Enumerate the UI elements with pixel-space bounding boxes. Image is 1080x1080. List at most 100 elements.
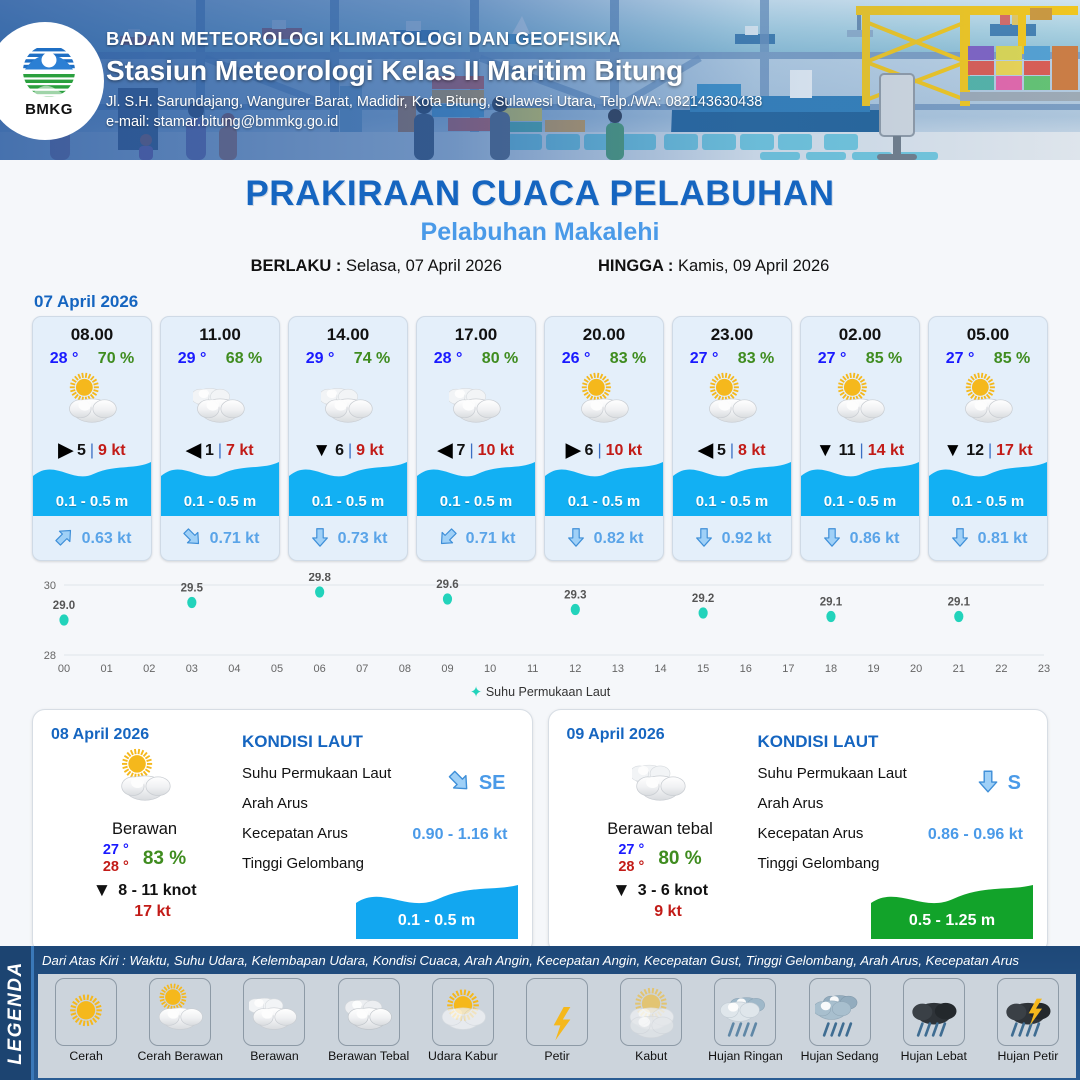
daily-temp-range: 27 ° 28 ° [103,842,129,875]
svg-text:29.0: 29.0 [53,600,75,612]
wind-direction-icon: ◀ [437,440,453,461]
legend-item: Berawan [228,978,320,1078]
current-direction-icon [446,768,472,798]
validity-row: BERLAKU : Selasa, 07 April 2026 HINGGA :… [0,257,1080,276]
legend-item-label: Hujan Lebat [900,1049,967,1063]
weather-berawan-icon [289,371,407,435]
legend-item: Udara Kabur [417,978,509,1078]
forecast-card: 20.00 26 ° 83 % ▶ 6 | 10 kt 0.1 - 0.5 m [544,316,664,561]
legend-item-label: Berawan [250,1049,299,1063]
wave-graphic [289,454,407,516]
forecast-temp-humidity-row: 29 ° 68 % [161,350,279,368]
label-wave-height: Tinggi Gelombang [757,855,880,872]
forecast-temp-humidity-row: 27 ° 85 % [801,350,919,368]
wind-direction-icon: ▼ [92,880,112,902]
wave-graphic [161,454,279,516]
current-speed: 0.63 kt [81,530,132,547]
weather-cerah-berawan-icon [801,371,919,435]
sst-chart-svg: 28 30 00 01 02 03 04 05 06 07 08 09 10 11 12 13 14 15 16 17… [44,573,1050,675]
svg-text:00: 00 [58,663,70,675]
wind-direction-icon: ▼ [815,440,835,461]
svg-text:10: 10 [484,663,496,675]
wind-direction-icon: ◀ [186,440,201,461]
svg-text:21: 21 [953,663,965,675]
svg-text:16: 16 [740,663,752,675]
forecast-card: 11.00 29 ° 68 % ◀ 1 | 7 kt 0.1 - 0.5 m [160,316,280,561]
svg-text:29.3: 29.3 [564,590,586,602]
legend-item: Cerah [40,978,132,1078]
svg-text:29.8: 29.8 [308,573,331,584]
daily-condition: Berawan [111,820,178,838]
bmkg-logo: BMKG [0,22,104,140]
forecast-wind-row: ▶ 5 | 9 kt [33,441,151,460]
daily-summary-panel: 08 April 2026 Berawan 27 ° 28 ° 83 % ▼ 8… [32,709,533,954]
daily-wind-gust: 17 kt [134,903,171,921]
forecast-date-label: 07 April 2026 [34,292,139,311]
forecast-card: 23.00 27 ° 83 % ◀ 5 | 8 kt 0.1 - 0.5 m [672,316,792,561]
legend-side-tab: LEGENDA [0,946,34,1080]
weather-berawan-icon [567,750,754,812]
daily-current-direction: S [975,768,1021,798]
legend-item-label: Udara Kabur [427,1049,498,1063]
current-speed: 0.73 kt [337,530,388,547]
legend-item: Berawan Tebal [323,978,415,1078]
svg-text:18: 18 [825,663,837,675]
current-direction-icon [975,768,1001,798]
label-wave-height: Tinggi Gelombang [242,855,365,872]
wind-speed: 7 [456,441,466,459]
wind-direction-icon: ▼ [312,440,332,461]
daily-wind-row: ▼ 3 - 6 knot [567,881,754,900]
daily-humidity: 83 % [142,847,187,869]
weather-udara-kabur-icon [431,978,494,1046]
daily-wave-graphic: 0.1 - 0.5 m [355,883,518,939]
wind-separator: | [987,441,993,459]
daily-wind-range: 8 - 11 knot [118,881,197,899]
weather-hujan-sedang-icon [808,978,871,1046]
weather-hujan-lebat-icon [902,978,965,1046]
svg-text:11: 11 [527,663,538,675]
weather-cerah-berawan-icon [33,371,151,435]
wind-gust: 14 kt [867,441,905,459]
current-row: 0.92 kt [673,518,791,560]
forecast-time: 08.00 [70,325,114,344]
current-row: 0.71 kt [417,518,535,560]
daily-wind-gust: 9 kt [654,903,682,921]
label-sst: Suhu Permukaan Laut [242,765,392,782]
valid-from-value: Selasa, 07 April 2026 [345,257,502,275]
forecast-time: 11.00 [199,325,241,344]
forecast-card-row: 08.00 28 ° 70 % ▶ 5 | 9 kt 0.1 - 0.5 m [0,316,1080,561]
daily-wave-height: 0.1 - 0.5 m [397,912,476,929]
daily-wave-graphic: 0.5 - 1.25 m [871,883,1033,939]
chart-legend-label: Suhu Permukaan Laut [485,685,611,699]
wave-height: 0.1 - 0.5 m [55,493,129,510]
forecast-temperature: 28 ° [433,350,463,367]
svg-text:02: 02 [143,663,155,675]
svg-text:29.1: 29.1 [820,597,843,609]
svg-text:30: 30 [44,580,56,592]
current-direction-icon [821,526,843,552]
wind-gust: 8 kt [738,441,766,459]
agency-name: BADAN METEOROLOGI KLIMATOLOGI DAN GEOFIS… [106,28,622,49]
svg-text:09: 09 [441,663,453,675]
sea-conditions-heading: KONDISI LAUT [757,732,879,751]
current-row: 0.73 kt [289,518,407,560]
wave-graphic [545,454,663,516]
weather-petir-icon [526,978,589,1046]
forecast-humidity: 83 % [609,350,647,367]
wind-gust: 7 kt [226,441,254,459]
valid-to: HINGGA : Kamis, 09 April 2026 [598,257,829,276]
header-overlay [0,0,1080,160]
wind-gust: 9 kt [356,441,384,459]
weather-cerah-berawan-icon [149,978,212,1046]
label-sst: Suhu Permukaan Laut [757,765,907,782]
forecast-humidity: 85 % [865,350,903,367]
svg-text:13: 13 [612,663,624,675]
label-current-speed: Kecepatan Arus [757,825,864,842]
wind-speed: 6 [584,441,594,459]
current-direction-text: SE [478,771,506,794]
valid-to-value: Kamis, 09 April 2026 [678,257,830,275]
daily-wind-row: ▼ 8 - 11 knot [51,881,238,900]
wind-direction-icon: ▶ [565,440,581,461]
wind-gust: 9 kt [98,441,126,459]
weather-cerah-berawan-icon [545,371,663,435]
